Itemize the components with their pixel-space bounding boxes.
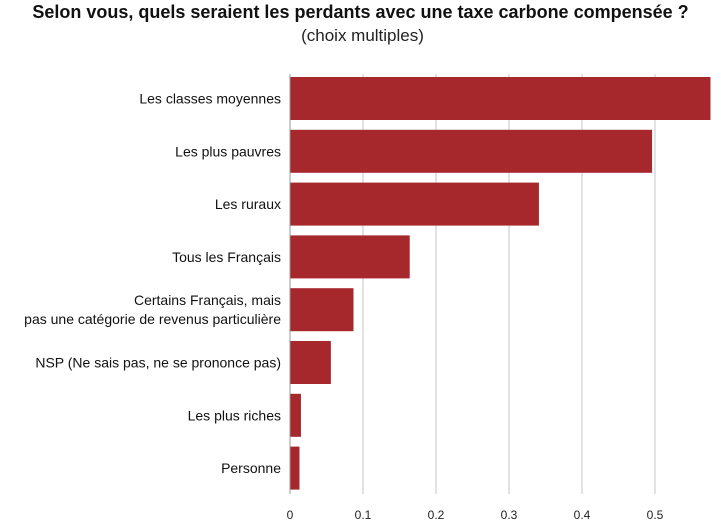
x-tick-label: 0.2 bbox=[428, 508, 445, 521]
x-tick-label: 0.5 bbox=[647, 508, 664, 521]
bar bbox=[290, 77, 711, 120]
bar bbox=[290, 393, 301, 437]
category-label: Les classes moyennes bbox=[139, 91, 281, 107]
chart-subtitle: (choix multiples) bbox=[301, 26, 424, 45]
category-label: Tous les Français bbox=[172, 249, 281, 265]
category-label: Les plus riches bbox=[188, 407, 281, 423]
bar bbox=[290, 341, 331, 384]
bars bbox=[290, 77, 711, 490]
bar bbox=[290, 288, 354, 332]
bar bbox=[290, 235, 410, 279]
category-label: Les ruraux bbox=[215, 196, 281, 212]
x-tick-label: 0.1 bbox=[355, 508, 372, 521]
x-tick-labels: 0 0.1 0.2 0.3 0.4 0.5 bbox=[287, 508, 664, 521]
category-label: Certains Français, mais bbox=[134, 292, 281, 308]
category-label: pas une catégorie de revenus particulièr… bbox=[24, 311, 281, 327]
chart-title: Selon vous, quels seraient les perdants … bbox=[32, 2, 689, 22]
category-labels: Les classes moyennes Les plus pauvres Les … bbox=[24, 91, 281, 477]
bar bbox=[290, 182, 539, 226]
x-tick-label: 0.3 bbox=[501, 508, 518, 521]
bar bbox=[290, 129, 653, 173]
category-label: NSP (Ne sais pas, ne se prononce pas) bbox=[35, 355, 281, 371]
x-tick-label: 0 bbox=[287, 508, 294, 521]
bar bbox=[290, 446, 300, 490]
category-label: Les plus pauvres bbox=[175, 143, 281, 159]
category-label: Personne bbox=[221, 460, 281, 476]
x-tick-label: 0.4 bbox=[574, 508, 591, 521]
